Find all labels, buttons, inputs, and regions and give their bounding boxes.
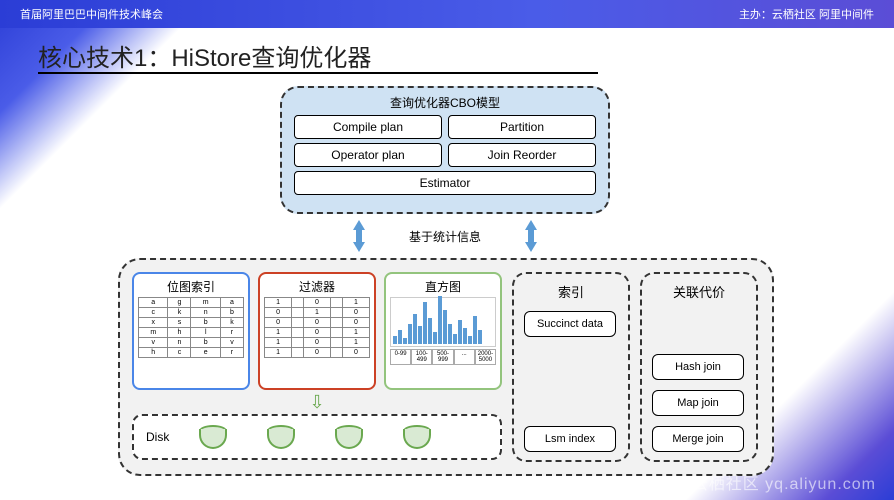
disk-label: Disk (146, 430, 169, 444)
lsm-index-btn: Lsm index (524, 426, 616, 452)
left-group: 位图索引 agmacknbxsbkmhlrvnbvhcer 过滤器 101010… (132, 272, 502, 462)
histogram-bars (390, 297, 496, 347)
down-arrow-icon: ⇩ (132, 396, 502, 408)
map-join-btn: Map join (652, 390, 744, 416)
filter-table: 101010000101101100 (264, 297, 370, 358)
title-underline (38, 72, 598, 74)
cbo-compile-plan: Compile plan (294, 115, 442, 139)
index-title: 索引 (524, 282, 618, 301)
disk-icons (199, 425, 431, 449)
bitmap-panel: 位图索引 agmacknbxsbkmhlrvnbvhcer (132, 272, 250, 390)
histogram-panel: 直方图 0-99100-499500-999...2000-5000 (384, 272, 502, 390)
arrows-row: 基于统计信息 (350, 216, 540, 256)
cbo-estimator: Estimator (294, 171, 596, 195)
disk-row: Disk (132, 414, 502, 460)
histogram-legend: 0-99100-499500-999...2000-5000 (390, 349, 496, 365)
join-group: 关联代价 Hash join Map join Merge join (640, 272, 758, 462)
hash-join-btn: Hash join (652, 354, 744, 380)
disk-icon (267, 425, 295, 449)
bitmap-table: agmacknbxsbkmhlrvnbvhcer (138, 297, 244, 358)
cbo-title: 查询优化器CBO模型 (294, 94, 596, 111)
index-group: 索引 Succinct data Lsm index (512, 272, 630, 462)
disk-icon (335, 425, 363, 449)
header: 首届阿里巴巴中间件技术峰会 主办：云栖社区 阿里中间件 (0, 0, 894, 28)
bitmap-title: 位图索引 (138, 278, 244, 295)
arrow-label: 基于统计信息 (409, 228, 481, 245)
merge-join-btn: Merge join (652, 426, 744, 452)
header-left: 首届阿里巴巴中间件技术峰会 (20, 6, 163, 22)
double-arrow-icon (350, 220, 368, 252)
disk-icon (199, 425, 227, 449)
header-right: 主办：云栖社区 阿里中间件 (739, 6, 874, 22)
cbo-join-reorder: Join Reorder (448, 143, 596, 167)
disk-icon (403, 425, 431, 449)
succinct-data-btn: Succinct data (524, 311, 616, 337)
cbo-operator-plan: Operator plan (294, 143, 442, 167)
watermark: 云栖社区 yq.aliyun.com (692, 470, 876, 494)
filter-panel: 过滤器 101010000101101100 (258, 272, 376, 390)
cbo-model-box: 查询优化器CBO模型 Compile plan Partition Operat… (280, 86, 610, 214)
page-title: 核心技术1：HiStore查询优化器 (38, 38, 371, 73)
double-arrow-icon (522, 220, 540, 252)
filter-title: 过滤器 (264, 278, 370, 295)
join-title: 关联代价 (652, 282, 746, 301)
storage-box: 位图索引 agmacknbxsbkmhlrvnbvhcer 过滤器 101010… (118, 258, 774, 476)
histogram-title: 直方图 (390, 278, 496, 295)
cbo-partition: Partition (448, 115, 596, 139)
